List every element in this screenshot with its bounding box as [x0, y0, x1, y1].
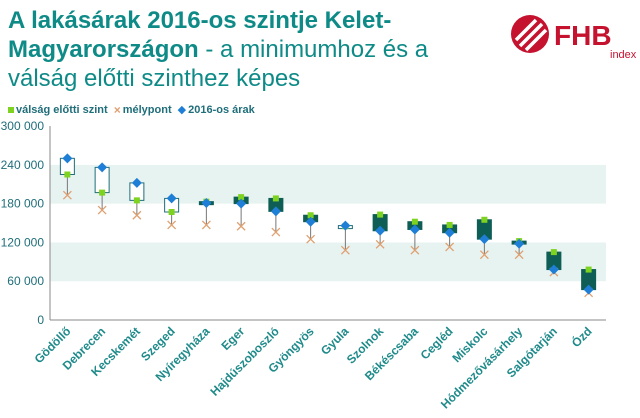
price-2016-marker	[166, 193, 177, 204]
legend-label-minimum: mélypont	[122, 104, 172, 116]
y-tick-label: 0	[37, 313, 44, 327]
x-marker-icon: ×	[113, 103, 121, 117]
price-2016-marker	[340, 220, 351, 231]
diamond-marker-icon: ◆	[177, 104, 187, 116]
minimum-marker	[167, 220, 177, 230]
category-label: Eger	[218, 324, 247, 353]
price-2016-marker	[201, 197, 212, 208]
pre-crisis-marker	[481, 216, 488, 223]
minimum-marker	[375, 239, 385, 249]
minimum-marker	[271, 227, 281, 237]
grid-band	[50, 126, 606, 165]
price-2016-marker	[409, 224, 420, 235]
price-2016-marker	[514, 238, 525, 249]
y-tick-label: 60 000	[7, 274, 44, 288]
pre-crisis-marker	[99, 189, 106, 196]
price-2016-marker	[548, 264, 559, 275]
grid-band	[50, 281, 606, 320]
minimum-marker	[132, 210, 142, 220]
price-2016-marker	[131, 177, 142, 188]
pre-crisis-marker	[307, 212, 314, 219]
pre-crisis-marker	[411, 218, 418, 225]
legend-item-pre-crisis: válság előtti szint	[8, 104, 108, 116]
grid-band	[50, 203, 606, 243]
minimum-marker	[306, 234, 316, 244]
price-2016-marker	[236, 198, 247, 209]
pre-crisis-marker	[377, 211, 384, 218]
minimum-marker	[410, 245, 420, 255]
minimum-marker	[236, 221, 246, 231]
minimum-marker	[514, 250, 524, 260]
legend-label-2016: 2016-os árak	[188, 104, 255, 116]
minimum-marker	[97, 205, 107, 215]
minimum-marker	[62, 190, 72, 200]
logo-text: FHB	[554, 20, 612, 51]
chart-legend: válság előtti szint × mélypont ◆ 2016-os á…	[8, 104, 255, 116]
legend-label-pre-crisis: válság előtti szint	[16, 104, 108, 116]
pre-crisis-marker	[272, 195, 279, 202]
pre-crisis-marker	[585, 266, 592, 273]
price-2016-marker	[270, 206, 281, 217]
y-tick-label: 300 000	[1, 119, 45, 133]
minimum-marker	[201, 220, 211, 230]
logo-stripes-icon	[514, 18, 548, 52]
title-bold: A lakásárak 2016-os szintje Kelet-Magyar…	[8, 7, 392, 63]
price-2016-marker	[375, 225, 386, 236]
title-normal: - a minimumhoz és a válság előtti szinth…	[8, 36, 429, 92]
category-label: Ózd	[568, 324, 595, 351]
chart-title: A lakásárak 2016-os szintje Kelet-Magyar…	[8, 6, 478, 93]
minimum-marker	[445, 242, 455, 252]
y-tick-label: 120 000	[1, 235, 45, 249]
price-2016-marker	[97, 162, 108, 173]
fhb-logo: FHB index	[511, 15, 636, 61]
legend-item-minimum: × mélypont	[114, 104, 172, 116]
pre-crisis-marker	[238, 194, 245, 201]
pre-crisis-marker	[64, 171, 71, 178]
price-2016-marker	[62, 153, 73, 164]
y-tick-label: 240 000	[1, 158, 45, 172]
price-2016-marker	[583, 284, 594, 295]
pre-crisis-marker	[168, 209, 175, 216]
y-tick-label: 180 000	[1, 197, 45, 211]
square-marker-icon	[8, 107, 14, 113]
grid-band	[50, 242, 606, 282]
pre-crisis-marker	[550, 249, 557, 256]
price-2016-marker	[305, 216, 316, 227]
price-2016-marker	[479, 234, 490, 245]
pre-crisis-marker	[133, 197, 140, 204]
pre-crisis-marker	[446, 221, 453, 228]
minimum-marker	[340, 245, 350, 255]
logo-subtext: index	[610, 49, 636, 61]
minimum-marker	[479, 250, 489, 260]
legend-item-2016: ◆ 2016-os árak	[178, 104, 255, 116]
price-2016-marker	[444, 227, 455, 238]
